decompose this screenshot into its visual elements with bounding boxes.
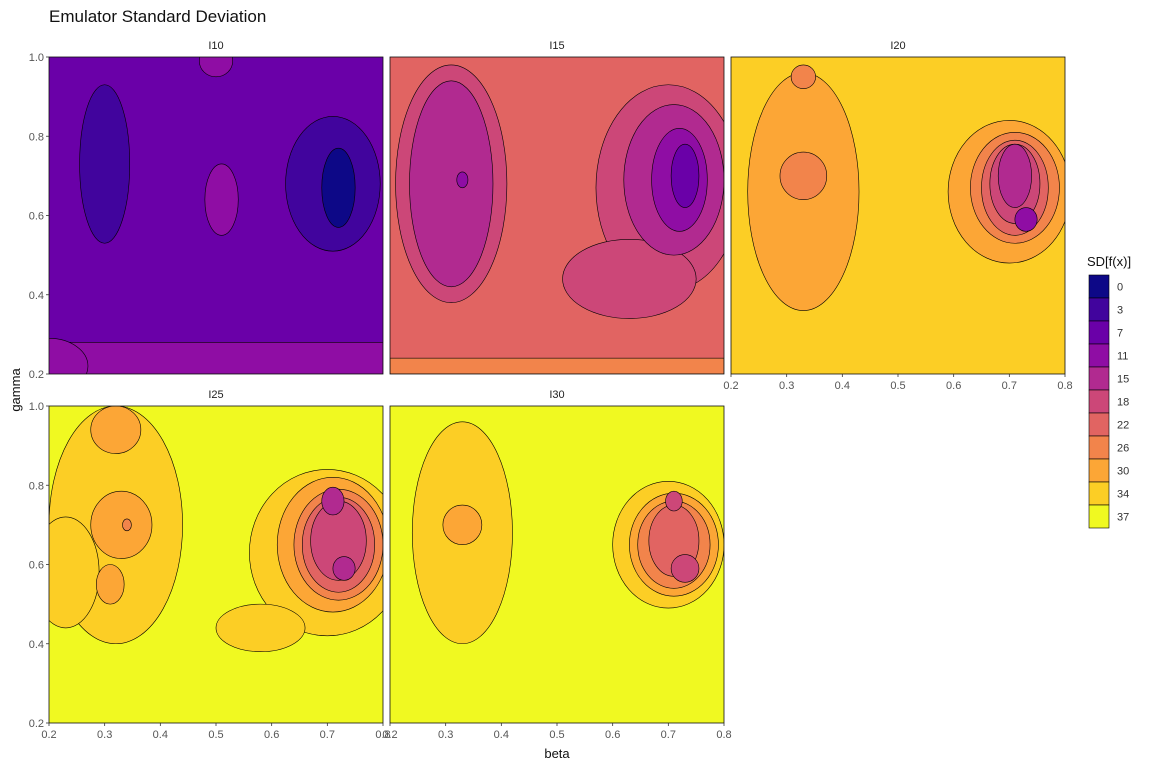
y-tick-label: 0.4 (29, 290, 44, 302)
legend-key (1088, 343, 1110, 368)
contour-region (409, 80, 494, 288)
legend-key (1088, 504, 1110, 529)
x-tick-label: 0.5 (890, 380, 905, 392)
contour-region (562, 238, 697, 319)
contour-region (665, 490, 683, 512)
contour-region (321, 486, 345, 516)
contour-region (1014, 207, 1038, 232)
legend-label: 26 (1117, 443, 1129, 455)
y-tick-label: 0.8 (29, 480, 44, 492)
legend-label: 30 (1117, 466, 1129, 478)
panel-strip-label: I25 (208, 389, 223, 401)
chart-title: Emulator Standard Deviation (49, 7, 266, 26)
legend-label: 34 (1117, 489, 1129, 501)
y-axis-title: gamma (8, 368, 23, 412)
contour-region (122, 518, 132, 532)
x-tick-label: 0.2 (382, 729, 397, 741)
y-tick-label: 0.2 (29, 369, 44, 381)
y-tick-label: 0.6 (29, 211, 44, 223)
contour-region (96, 564, 125, 605)
contour-band (49, 341, 383, 374)
panel-strip-label: I10 (208, 40, 223, 52)
x-tick-label: 0.2 (41, 729, 56, 741)
x-tick-label: 0.4 (153, 729, 168, 741)
contour-region (79, 84, 131, 244)
x-tick-label: 0.6 (264, 729, 279, 741)
contour-region (442, 504, 483, 545)
panel-i20: I20 0.2 0.3 0.4 0.5 0.6 0.7 0.8 (723, 40, 1072, 392)
x-tick-label: 0.8 (1057, 380, 1072, 392)
x-tick-label: 0.5 (549, 729, 564, 741)
contour-region (456, 171, 469, 189)
x-tick-label: 0.5 (208, 729, 223, 741)
legend-label: 37 (1117, 512, 1129, 524)
contour-region (90, 406, 142, 454)
contour-region (997, 143, 1032, 208)
panel-i25: I25 0.2 0.4 0.6 0.8 1.0 0.2 0.3 0.4 0.5 0.6 0.7 0.8 (29, 389, 391, 741)
panel-i15: I15 (389, 40, 725, 375)
x-tick-label: 0.8 (375, 729, 390, 741)
contour-region (49, 338, 89, 374)
panel-strip-label: I20 (890, 40, 905, 52)
x-tick-label: 0.3 (438, 729, 453, 741)
panel-strip-label: I15 (549, 40, 564, 52)
legend-key (1088, 412, 1110, 437)
y-tick-label: 0.8 (29, 131, 44, 143)
legend-label: 0 (1117, 282, 1123, 294)
panel-i10: I10 0.2 0.4 0.6 0.8 1.0 (29, 40, 384, 381)
x-tick-label: 0.8 (716, 729, 731, 741)
y-tick-label: 0.4 (29, 639, 44, 651)
contour-region (670, 554, 700, 583)
legend-key (1088, 435, 1110, 460)
y-tick-label: 1.0 (29, 52, 44, 64)
y-tick-label: 1.0 (29, 401, 44, 413)
contour-region (321, 147, 356, 228)
x-tick-label: 0.7 (661, 729, 676, 741)
y-tick-label: 0.6 (29, 560, 44, 572)
panel-strip-label: I30 (549, 389, 564, 401)
legend-key (1088, 389, 1110, 414)
contour-region (670, 143, 700, 208)
x-axis-title: beta (544, 746, 570, 761)
x-tick-label: 0.4 (835, 380, 850, 392)
panel-i30: I30 0.2 0.3 0.4 0.5 0.6 0.7 0.8 (382, 389, 731, 741)
contour-band (390, 357, 724, 374)
contour-region (215, 603, 306, 652)
legend-label: 18 (1117, 397, 1129, 409)
legend-key (1088, 458, 1110, 483)
contour-region (199, 57, 233, 78)
x-tick-label: 0.7 (320, 729, 335, 741)
contour-region (790, 64, 816, 90)
legend-label: 22 (1117, 420, 1129, 432)
x-tick-label: 0.4 (494, 729, 509, 741)
x-tick-label: 0.3 (97, 729, 112, 741)
legend-key (1088, 481, 1110, 506)
legend-label: 15 (1117, 374, 1129, 386)
contour-region (204, 163, 239, 236)
y-tick-label: 0.2 (29, 718, 44, 730)
contour-region (90, 490, 153, 559)
legend-key (1088, 366, 1110, 391)
x-tick-label: 0.7 (1002, 380, 1017, 392)
legend-title: SD[f(x)] (1087, 254, 1131, 269)
legend-label: 7 (1117, 328, 1123, 340)
x-tick-label: 0.6 (946, 380, 961, 392)
contour-region (49, 516, 100, 629)
legend-key (1088, 320, 1110, 345)
panel-border (389, 56, 725, 375)
contour-region (332, 556, 356, 581)
legend-key (1088, 274, 1110, 299)
legend-key (1088, 297, 1110, 322)
legend-label: 3 (1117, 305, 1123, 317)
x-tick-label: 0.3 (779, 380, 794, 392)
x-tick-label: 0.6 (605, 729, 620, 741)
contour-region (779, 151, 828, 200)
panel-grid: I10 0.2 0.4 0.6 0.8 1.0 I15 I20 0.2 0.3 0.4 0.5 0.6 0… (29, 40, 1073, 741)
legend-label: 11 (1117, 351, 1128, 363)
x-tick-label: 0.2 (723, 380, 738, 392)
